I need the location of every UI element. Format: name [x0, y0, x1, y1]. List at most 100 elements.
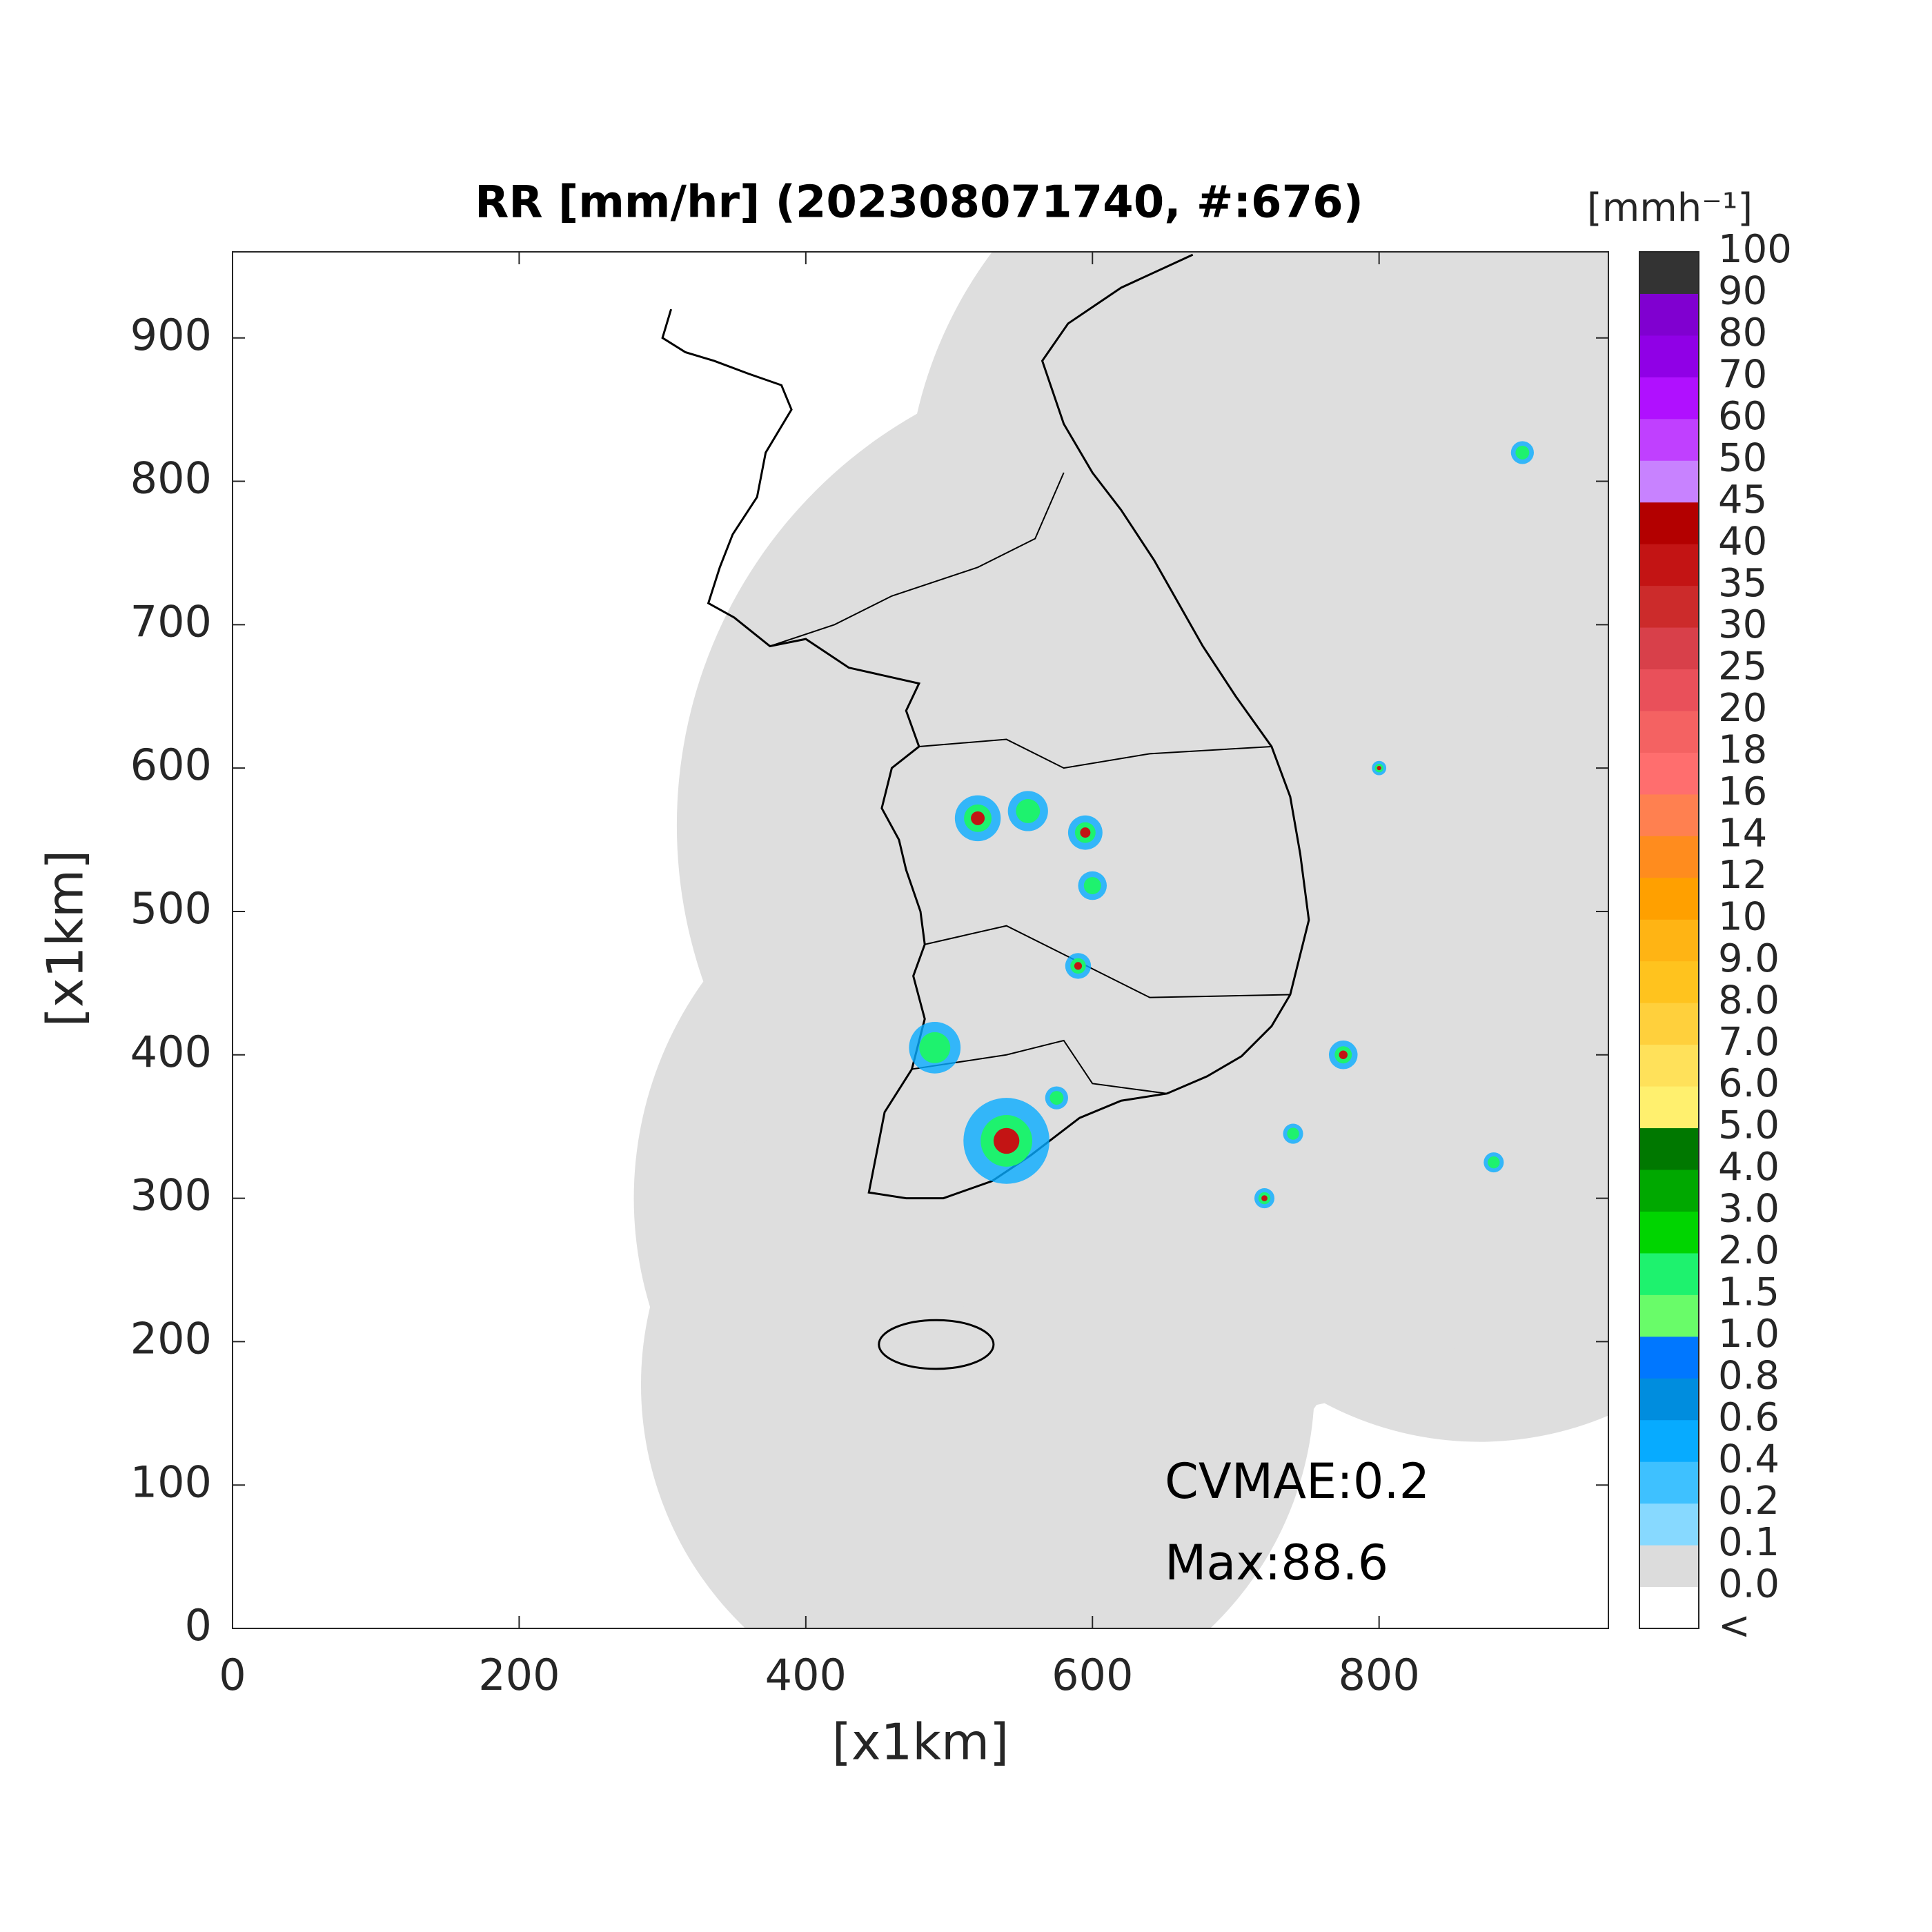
colorbar-tick-label: 60 — [1718, 394, 1767, 439]
colorbar-segment — [1639, 418, 1699, 461]
colorbar-tick-label: 8.0 — [1718, 978, 1780, 1023]
axes-frame — [232, 251, 1609, 1629]
colorbar-tick-label: 5.0 — [1718, 1103, 1780, 1148]
colorbar-tick-label: < — [1718, 1604, 1751, 1648]
colorbar-tick-label: 16 — [1718, 769, 1767, 814]
province-border — [918, 738, 1272, 769]
colorbar-tick-label: 1.0 — [1718, 1312, 1780, 1357]
colorbar-segment — [1639, 1503, 1699, 1546]
colorbar-tick-label: 90 — [1718, 269, 1767, 314]
x-tick-label: 0 — [219, 1650, 246, 1700]
colorbar-tick-label: 18 — [1718, 728, 1767, 773]
colorbar-segment — [1639, 1211, 1699, 1254]
radar-coverage — [834, 610, 1608, 1413]
province-border — [911, 1039, 1167, 1094]
colorbar-segment — [1639, 1378, 1699, 1421]
rain-cell — [1016, 799, 1041, 823]
colorbar-segment — [1639, 836, 1699, 878]
colorbar-segment — [1639, 877, 1699, 920]
island — [878, 1319, 995, 1370]
colorbar-segment — [1639, 502, 1699, 544]
colorbar-tick-label: 12 — [1718, 853, 1767, 898]
colorbar-tick-label: 7.0 — [1718, 1020, 1780, 1065]
colorbar-segment — [1639, 960, 1699, 1003]
colorbar-segment — [1639, 585, 1699, 628]
colorbar-segment — [1639, 919, 1699, 962]
colorbar-tick-label: 0.2 — [1718, 1479, 1780, 1524]
rain-cell — [1377, 766, 1381, 771]
colorbar-tick-label: 80 — [1718, 310, 1767, 355]
province-border — [769, 472, 1065, 647]
colorbar-tick-label: 14 — [1718, 811, 1767, 856]
colorbar-segment — [1639, 1044, 1699, 1087]
colorbar-tick-label: 100 — [1718, 227, 1792, 272]
colorbar-label: [mmh⁻¹] — [1587, 186, 1753, 230]
colorbar-segment — [1639, 752, 1699, 795]
x-tick-label: 800 — [1338, 1650, 1419, 1700]
y-tick-label: 800 — [130, 453, 212, 504]
colorbar-tick-label: 35 — [1718, 561, 1767, 606]
colorbar-segment — [1639, 1586, 1699, 1629]
colorbar-segment — [1639, 335, 1699, 377]
rain-cell — [1339, 1050, 1348, 1059]
y-tick-label: 300 — [130, 1170, 212, 1221]
colorbar-segment — [1639, 252, 1699, 294]
colorbar-frame — [1639, 251, 1699, 1629]
colorbar-tick-label: 20 — [1718, 686, 1767, 731]
colorbar-tick-label: 0.8 — [1718, 1353, 1780, 1398]
annotation: Max:88.6 — [1165, 1535, 1388, 1591]
colorbar-tick-label: 6.0 — [1718, 1061, 1780, 1106]
colorbar-segment — [1639, 669, 1699, 711]
colorbar-tick-label: 4.0 — [1718, 1145, 1780, 1190]
colorbar-segment — [1639, 544, 1699, 586]
x-tick-label: 400 — [765, 1650, 847, 1700]
y-tick-label: 400 — [130, 1027, 212, 1077]
colorbar-segment — [1639, 1461, 1699, 1504]
colorbar-tick-label: 0.6 — [1718, 1395, 1780, 1440]
colorbar-tick-label: 45 — [1718, 477, 1767, 522]
y-tick-label: 900 — [130, 310, 212, 360]
y-tick-label: 500 — [130, 883, 212, 934]
rain-cell — [1261, 1195, 1268, 1201]
colorbar-segment — [1639, 711, 1699, 753]
colorbar-segment — [1639, 1127, 1699, 1170]
colorbar-segment — [1639, 1086, 1699, 1129]
colorbar-tick-label: 0.1 — [1718, 1520, 1780, 1565]
colorbar-segment — [1639, 793, 1699, 836]
colorbar-segment — [1639, 1419, 1699, 1462]
rain-cell — [1488, 1156, 1500, 1169]
colorbar-segment — [1639, 1170, 1699, 1212]
colorbar-tick-label: 50 — [1718, 435, 1767, 480]
rain-cell — [1049, 1091, 1064, 1105]
map-area — [633, 252, 1608, 1628]
colorbar-segment — [1639, 1252, 1699, 1295]
colorbar-segment — [1639, 627, 1699, 670]
x-tick-label: 200 — [478, 1650, 560, 1700]
y-tick-label: 100 — [130, 1457, 212, 1507]
colorbar-tick-label: 30 — [1718, 602, 1767, 647]
colorbar-segment — [1639, 1003, 1699, 1045]
colorbar-tick-label: 9.0 — [1718, 936, 1780, 981]
colorbar-segment — [1639, 1545, 1699, 1588]
colorbar-tick-label: 3.0 — [1718, 1187, 1780, 1232]
colorbar-tick-label: 70 — [1718, 353, 1767, 397]
colorbar-segment — [1639, 460, 1699, 503]
rain-cell — [993, 1127, 1020, 1154]
province-border — [925, 925, 1290, 998]
rain-cell — [919, 1032, 951, 1063]
colorbar-segment — [1639, 377, 1699, 420]
rain-cell — [1083, 877, 1101, 894]
y-tick-label: 600 — [130, 740, 212, 790]
colorbar-tick-label: 10 — [1718, 894, 1767, 939]
rain-cell — [1287, 1127, 1299, 1140]
x-tick-label: 600 — [1052, 1650, 1133, 1700]
colorbar-tick-label: 0.0 — [1718, 1562, 1780, 1607]
rain-cell — [1074, 962, 1083, 970]
annotation: CVMAE:0.2 — [1165, 1453, 1430, 1510]
colorbar-tick-label: 40 — [1718, 519, 1767, 564]
y-axis-label: [x1km] — [37, 850, 95, 1027]
colorbar-tick-label: 1.5 — [1718, 1270, 1780, 1315]
rain-cell — [971, 811, 985, 825]
colorbar-tick-label: 2.0 — [1718, 1228, 1780, 1273]
